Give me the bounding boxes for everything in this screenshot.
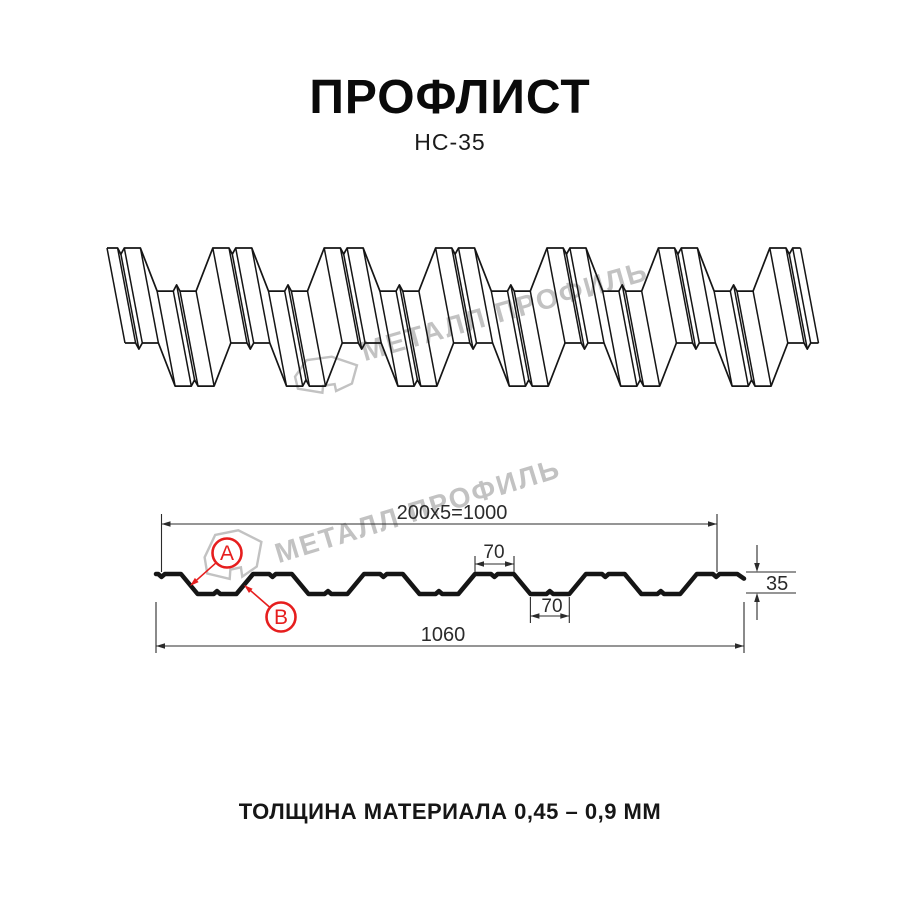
near-edge-profile: [125, 342, 819, 387]
callout-circle: [265, 601, 297, 633]
extrusion-line: [228, 247, 248, 344]
extrusion-line: [339, 247, 360, 344]
extrusion-line: [116, 247, 137, 344]
extrusion-line: [251, 247, 271, 344]
metall-profil-logo-icon: [200, 528, 266, 582]
dimension-arrowhead: [156, 643, 165, 649]
extrusion-line: [788, 254, 809, 350]
extrusion-line: [212, 247, 232, 344]
extrusion-line: [346, 247, 366, 344]
extrusion-line: [175, 284, 196, 381]
extrusion-line: [123, 247, 144, 344]
watermark-text: МЕТАЛЛ ПРОФИЛЬ: [271, 452, 565, 569]
extrusion-line: [156, 290, 176, 387]
dimension-arrowhead: [708, 521, 717, 527]
dimension-arrowhead: [475, 561, 484, 567]
extrusion-line: [601, 290, 622, 387]
extrusion-line: [342, 254, 363, 350]
extrusion-line: [680, 247, 701, 344]
extrusion-line: [713, 290, 733, 387]
extrusion-line: [267, 290, 288, 387]
dimension: 70: [474, 542, 515, 572]
dimension-label: 70: [483, 542, 504, 563]
extrusion-line: [729, 290, 750, 387]
extrusion-line: [736, 290, 756, 387]
dimension-arrowhead: [505, 561, 514, 567]
callout-label: В: [244, 585, 297, 633]
extrusion-line: [139, 247, 160, 344]
extrusion-line: [799, 247, 820, 344]
extrusion-line: [677, 254, 697, 350]
dimension-arrowhead: [754, 563, 760, 572]
dimension: 1060: [155, 602, 745, 653]
thickness-note: ТОЛЩИНА МАТЕРИАЛА 0,45 – 0,9 ММ: [238, 799, 662, 824]
page-title: ПРОФЛИСТ: [309, 71, 591, 124]
extrusion-line: [621, 284, 641, 381]
metall-profil-logo-icon: [290, 355, 362, 395]
callout-letter: В: [274, 606, 288, 629]
extrusion-line: [640, 290, 661, 387]
extrusion-line: [696, 247, 717, 344]
dimension-arrowhead: [161, 521, 171, 527]
extrusion-line: [618, 290, 638, 387]
extrusion-line: [323, 247, 343, 344]
dimension: 70: [529, 596, 570, 623]
dimension-arrowhead: [244, 585, 253, 593]
extrusion-line: [769, 247, 789, 344]
extrusion-line: [362, 247, 382, 344]
extrusion-line: [673, 247, 694, 344]
dimension-label: 35: [766, 573, 788, 595]
extrusion-line: [624, 290, 645, 387]
dimension-arrowhead: [530, 613, 540, 619]
extrusion-line: [657, 247, 678, 344]
extrusion-line: [234, 247, 255, 344]
extrusion-line: [120, 254, 140, 350]
dimension-arrowhead: [754, 593, 760, 602]
dimension-arrowhead: [735, 643, 744, 649]
extrusion-line: [195, 290, 215, 387]
dimension-label: 1060: [421, 624, 466, 646]
dimension-height-35: 35: [746, 545, 796, 620]
extrusion-line: [172, 290, 193, 387]
profile-model-subtitle: НС-35: [414, 129, 486, 155]
callout-arrow-line: [249, 589, 271, 609]
extrusion-line: [732, 284, 753, 381]
extrusion-line: [231, 254, 252, 350]
watermark-text: МЕТАЛЛ ПРОФИЛЬ: [357, 255, 652, 367]
extrusion-line: [106, 247, 126, 344]
extrusion-line: [791, 247, 812, 344]
far-edge-profile: [107, 247, 801, 292]
extrusion-line: [752, 290, 772, 387]
dimension-arrowhead: [190, 577, 199, 586]
extrusion-line: [785, 247, 805, 344]
extrusion-line: [179, 290, 199, 387]
dimension-arrowhead: [560, 613, 570, 619]
dimension-label: 70: [541, 596, 562, 617]
